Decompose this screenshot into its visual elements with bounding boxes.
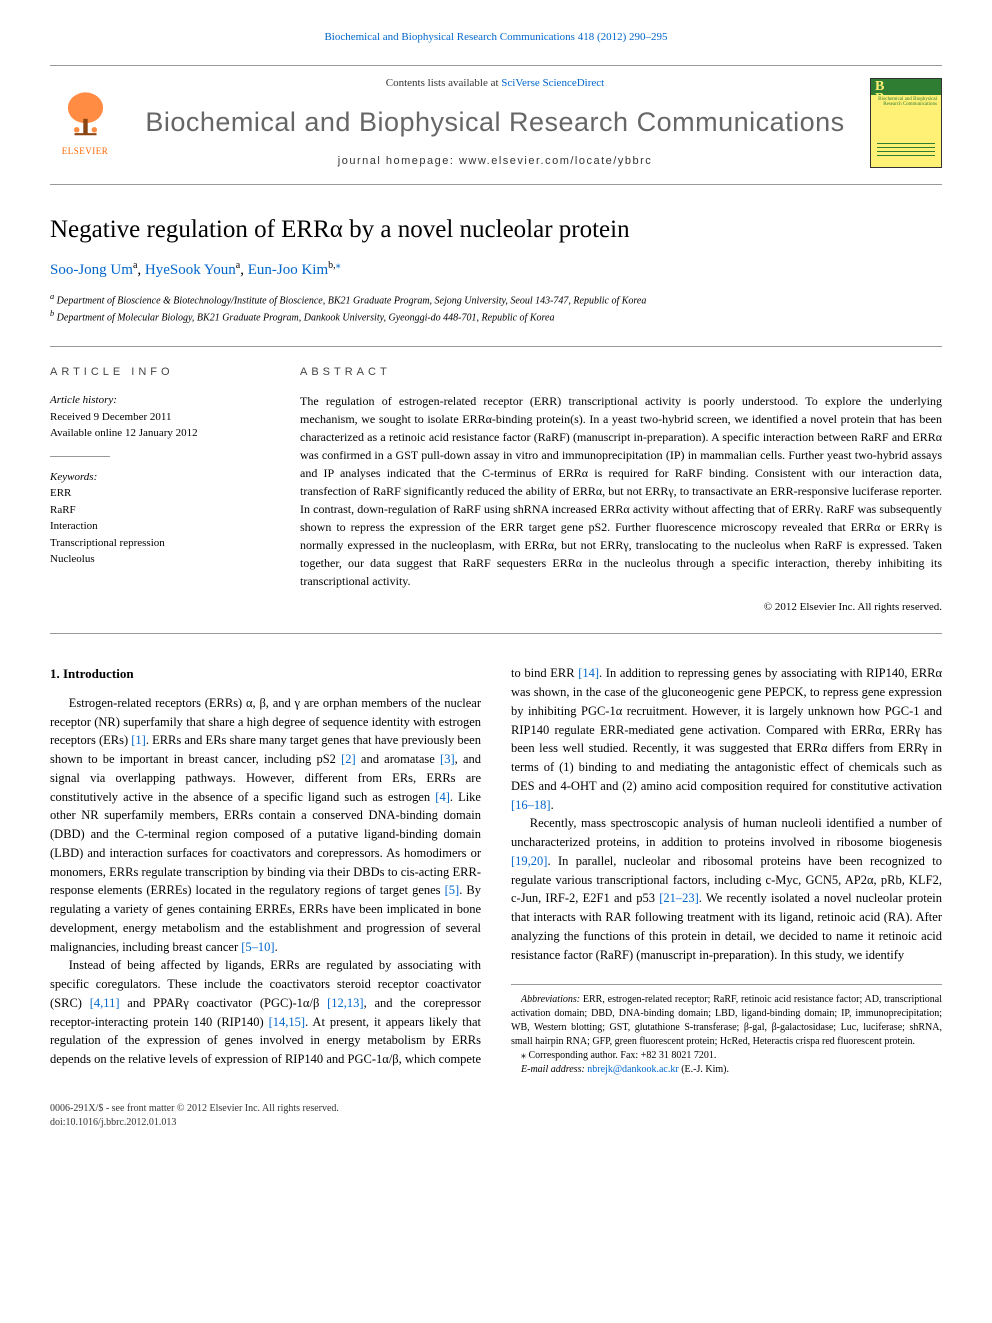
affiliation-a: a Department of Bioscience & Biotechnolo… (50, 291, 942, 308)
author-1-aff: a (133, 260, 137, 271)
homepage-url: www.elsevier.com/locate/ybbrc (459, 155, 652, 167)
footer-front-matter: 0006-291X/$ - see front matter © 2012 El… (50, 1102, 942, 1116)
masthead: ELSEVIER Contents lists available at Sci… (50, 66, 942, 185)
citation-link[interactable]: Biochemical and Biophysical Research Com… (324, 31, 667, 43)
corresponding-footnote: ⁎ Corresponding author. Fax: +82 31 8021… (511, 1049, 942, 1063)
citation-header: Biochemical and Biophysical Research Com… (50, 30, 942, 45)
history-label: Article history: (50, 392, 270, 409)
abstract-text: The regulation of estrogen-related recep… (300, 392, 942, 590)
affiliations: a Department of Bioscience & Biotechnolo… (50, 291, 942, 326)
corresponding-marker[interactable]: ⁎ (336, 260, 341, 271)
ref-19-20[interactable]: [19,20] (511, 854, 547, 868)
ref-4[interactable]: [4] (435, 790, 450, 804)
author-3[interactable]: Eun-Joo Kim (248, 262, 328, 278)
contents-line: Contents lists available at SciVerse Sci… (135, 76, 855, 91)
ref-1[interactable]: [1] (131, 733, 146, 747)
body-columns: 1. Introduction Estrogen-related recepto… (50, 664, 942, 1077)
ref-5[interactable]: [5] (445, 883, 460, 897)
affiliation-b: b Department of Molecular Biology, BK21 … (50, 308, 942, 325)
ref-14-15[interactable]: [14,15] (269, 1015, 305, 1029)
email-footnote: E-mail address: nbrejk@dankook.ac.kr (E.… (511, 1063, 942, 1077)
ref-2[interactable]: [2] (341, 752, 356, 766)
keywords-label: Keywords: (50, 469, 270, 486)
homepage-prefix: journal homepage: (338, 155, 459, 167)
abstract-copyright: © 2012 Elsevier Inc. All rights reserved… (300, 600, 942, 615)
elsevier-text: ELSEVIER (62, 145, 109, 158)
cover-lines-deco (877, 140, 935, 159)
elsevier-logo: ELSEVIER (50, 88, 120, 158)
author-2[interactable]: HyeSook Youn (145, 262, 236, 278)
article-history: Article history: Received 9 December 201… (50, 392, 270, 442)
sciencedirect-link[interactable]: SciVerse ScienceDirect (501, 77, 604, 89)
ref-3[interactable]: [3] (440, 752, 455, 766)
intro-p3: Recently, mass spectroscopic analysis of… (511, 814, 942, 964)
available-date: Available online 12 January 2012 (50, 425, 270, 442)
abbrev-label: Abbreviations: (521, 994, 580, 1005)
keyword-3: Transcriptional repression (50, 535, 270, 552)
article-info-heading: ARTICLE INFO (50, 365, 270, 380)
contents-prefix: Contents lists available at (386, 77, 501, 89)
page-footer: 0006-291X/$ - see front matter © 2012 El… (50, 1102, 942, 1130)
ref-14[interactable]: [14] (578, 666, 599, 680)
elsevier-tree-icon (58, 88, 113, 143)
keywords-block: Keywords: ERR RaRF Interaction Transcrip… (50, 469, 270, 568)
abbreviations-footnote: Abbreviations: ERR, estrogen-related rec… (511, 993, 942, 1049)
meta-abstract-block: ARTICLE INFO Article history: Received 9… (50, 346, 942, 635)
journal-name: Biochemical and Biophysical Research Com… (135, 104, 855, 142)
authors: Soo-Jong Uma, HyeSook Youna, Eun-Joo Kim… (50, 259, 942, 281)
email-link[interactable]: nbrejk@dankook.ac.kr (587, 1064, 678, 1075)
received-date: Received 9 December 2011 (50, 409, 270, 426)
keyword-2: Interaction (50, 518, 270, 535)
footnotes: Abbreviations: ERR, estrogen-related rec… (511, 984, 942, 1077)
meta-divider (50, 456, 110, 457)
ref-5-10[interactable]: [5–10] (241, 940, 274, 954)
author-2-aff: a (236, 260, 240, 271)
abstract-heading: ABSTRACT (300, 365, 942, 380)
article-info-column: ARTICLE INFO Article history: Received 9… (50, 365, 270, 616)
keyword-1: RaRF (50, 502, 270, 519)
intro-p1: Estrogen-related receptors (ERRs) α, β, … (50, 694, 481, 957)
journal-cover-thumbnail: B B R C Biochemical and Biophysical Rese… (870, 78, 942, 168)
ref-16-18[interactable]: [16–18] (511, 798, 551, 812)
masthead-center: Contents lists available at SciVerse Sci… (120, 76, 870, 169)
homepage-line: journal homepage: www.elsevier.com/locat… (135, 154, 855, 169)
footer-doi: doi:10.1016/j.bbrc.2012.01.013 (50, 1116, 942, 1130)
ref-12-13[interactable]: [12,13] (327, 996, 363, 1010)
ref-4-11[interactable]: [4,11] (90, 996, 120, 1010)
abstract-column: ABSTRACT The regulation of estrogen-rela… (300, 365, 942, 616)
article-title: Negative regulation of ERRα by a novel n… (50, 215, 942, 245)
cover-text: Biochemical and Biophysical Research Com… (871, 97, 937, 108)
author-1[interactable]: Soo-Jong Um (50, 262, 133, 278)
ref-21-23[interactable]: [21–23] (659, 891, 699, 905)
email-label: E-mail address: (521, 1064, 587, 1075)
keyword-4: Nucleolus (50, 551, 270, 568)
keyword-0: ERR (50, 485, 270, 502)
author-3-aff: b,⁎ (328, 260, 341, 271)
section-1-heading: 1. Introduction (50, 664, 481, 684)
